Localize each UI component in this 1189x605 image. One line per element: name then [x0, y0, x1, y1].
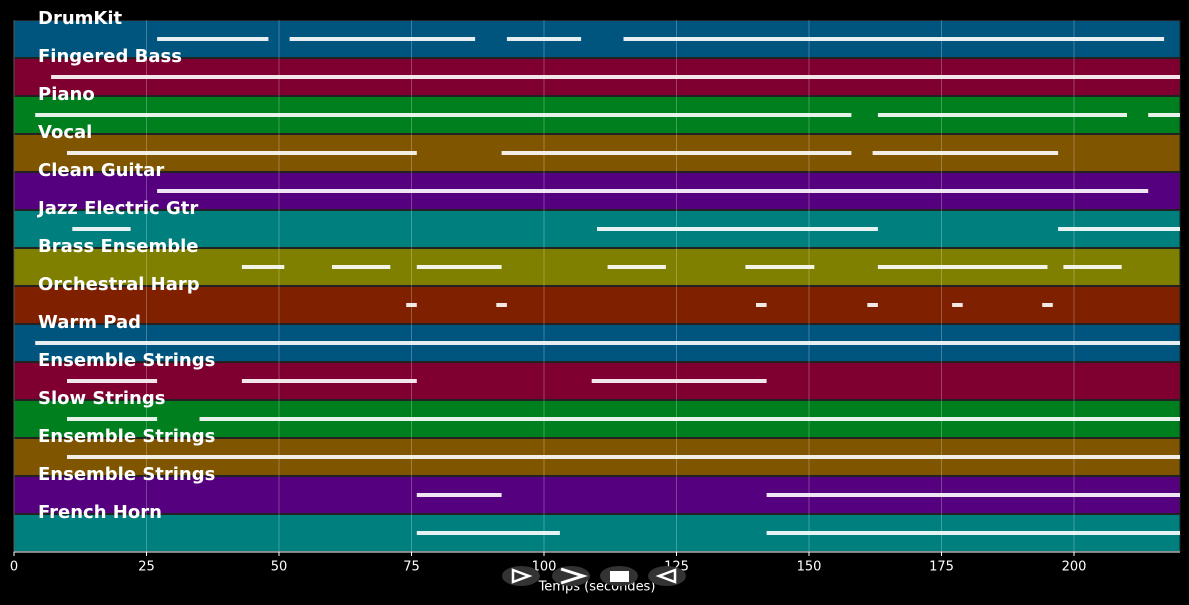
- note-span: [289, 37, 476, 41]
- note-span: [766, 493, 1180, 497]
- track-name: Ensemble Strings: [38, 350, 215, 371]
- track-name: Vocal: [38, 122, 92, 143]
- note-span: [506, 37, 582, 41]
- track-name: Ensemble Strings: [38, 426, 215, 447]
- note-span: [877, 265, 1048, 269]
- track-name: Brass Ensemble: [38, 236, 199, 257]
- track-name: Jazz Electric Gtr: [36, 198, 198, 219]
- forward-button[interactable]: [552, 566, 590, 586]
- note-span: [1058, 227, 1180, 231]
- note-span: [756, 303, 767, 307]
- note-span: [745, 265, 815, 269]
- note-span: [607, 265, 666, 269]
- note-span: [51, 75, 1181, 79]
- track-name: DrumKit: [38, 8, 123, 29]
- note-span: [157, 189, 1149, 193]
- track-name: Slow Strings: [38, 388, 165, 409]
- note-span: [67, 151, 417, 155]
- note-span: [416, 493, 502, 497]
- note-span: [591, 379, 767, 383]
- track-row: [13, 286, 1181, 324]
- track-name: French Horn: [38, 502, 162, 523]
- track-name: Ensemble Strings: [38, 464, 215, 485]
- track-name: Orchestral Harp: [38, 274, 200, 295]
- x-tick-label: 100: [532, 560, 557, 575]
- note-span: [867, 303, 878, 307]
- note-span: [877, 113, 1127, 117]
- track-name: Clean Guitar: [38, 160, 164, 181]
- note-span: [67, 455, 1180, 459]
- note-span: [1042, 303, 1053, 307]
- note-span: [72, 227, 131, 231]
- x-tick-label: 0: [10, 560, 18, 575]
- play-button[interactable]: [502, 566, 540, 586]
- x-tick-label: 75: [403, 560, 420, 575]
- note-span: [35, 341, 1181, 345]
- track-name: Piano: [38, 84, 95, 105]
- note-span: [597, 227, 878, 231]
- note-span: [332, 265, 391, 269]
- note-span: [67, 379, 158, 383]
- note-span: [496, 303, 507, 307]
- track-labels: DrumKit Fingered Bass Piano Vocal Clean Guit…: [36, 8, 215, 523]
- note-span: [623, 37, 1165, 41]
- note-span: [416, 265, 502, 269]
- track-name: Warm Pad: [38, 312, 141, 333]
- note-span: [1063, 265, 1122, 269]
- x-tick-label: 150: [797, 560, 822, 575]
- note-span: [157, 37, 269, 41]
- note-span: [67, 417, 158, 421]
- note-span: [872, 151, 1059, 155]
- note-span: [766, 531, 1180, 535]
- note-span: [501, 151, 852, 155]
- note-span: [1148, 113, 1180, 117]
- grid: [13, 20, 1075, 552]
- note-span: [199, 417, 1180, 421]
- x-tick-label: 200: [1062, 560, 1087, 575]
- note-span: [241, 265, 285, 269]
- note-span: [952, 303, 963, 307]
- x-tick-label: 50: [271, 560, 288, 575]
- notes: [35, 37, 1181, 535]
- x-axis: 0 25 50 75 100 125 150 175 200: [10, 551, 1180, 575]
- note-span: [416, 531, 560, 535]
- note-span: [406, 303, 417, 307]
- note-span: [35, 113, 852, 117]
- back-button[interactable]: [648, 566, 686, 586]
- x-tick-label: 175: [929, 560, 954, 575]
- playback-controls: [502, 566, 686, 586]
- track-name: Fingered Bass: [38, 46, 182, 67]
- stop-button[interactable]: [600, 566, 638, 586]
- note-span: [241, 379, 417, 383]
- x-tick-label: 25: [138, 560, 155, 575]
- x-axis-label: Temps (secondes): [538, 580, 656, 595]
